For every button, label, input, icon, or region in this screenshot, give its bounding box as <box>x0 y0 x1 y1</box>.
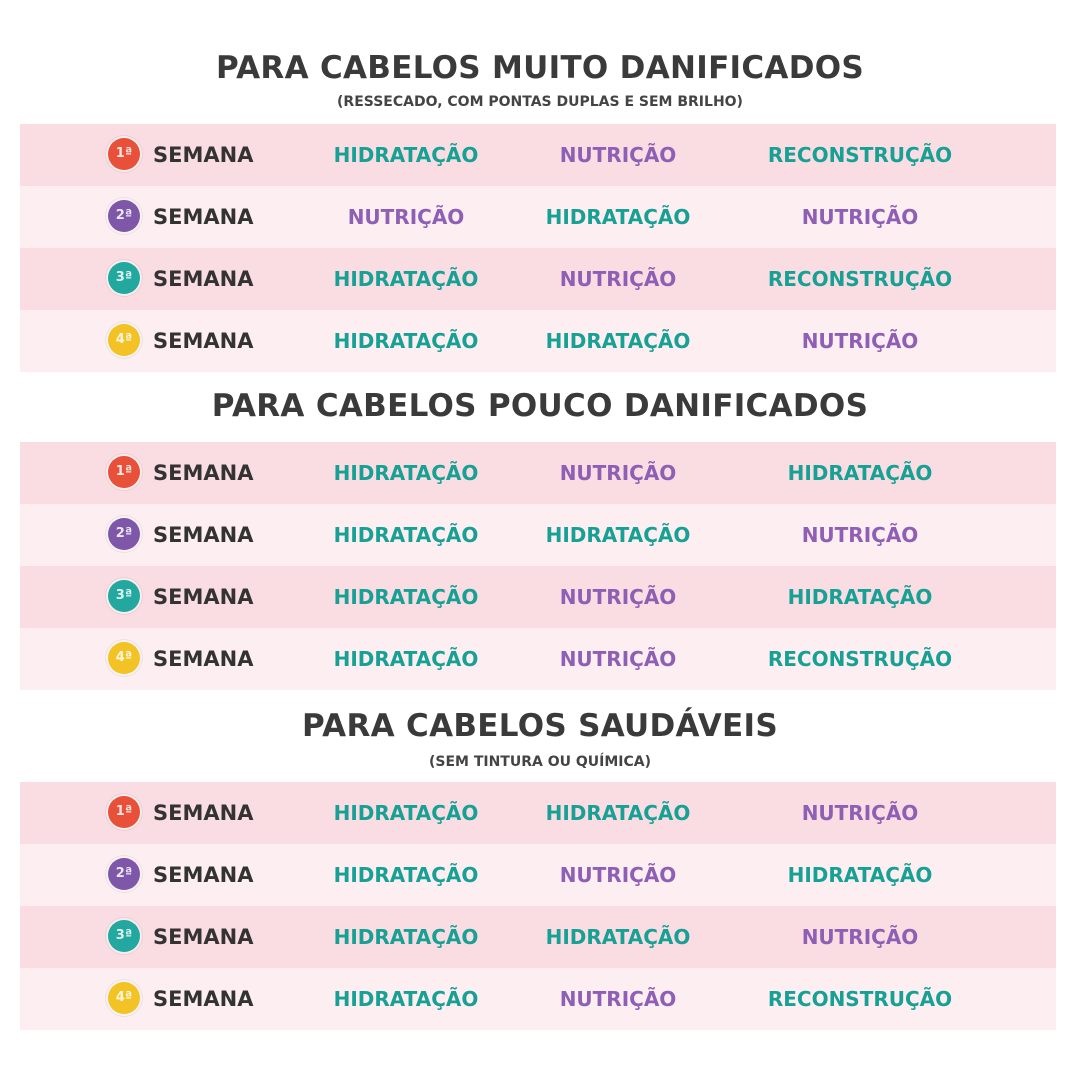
treatment-cell: HIDRATAÇÃO <box>333 143 479 167</box>
week-label: SEMANA <box>153 523 254 547</box>
week-label: SEMANA <box>153 801 254 825</box>
week-number-badge: 3ª <box>108 262 140 294</box>
treatment-cell: RECONSTRUÇÃO <box>767 647 953 671</box>
week-number-badge: 1ª <box>108 456 140 488</box>
treatment-cell: NUTRIÇÃO <box>801 205 919 229</box>
treatment-cell: HIDRATAÇÃO <box>545 801 691 825</box>
week-label: SEMANA <box>153 267 254 291</box>
week-label: SEMANA <box>153 143 254 167</box>
treatment-cell: RECONSTRUÇÃO <box>767 143 953 167</box>
week-label: SEMANA <box>153 585 254 609</box>
table-row: 4ª SEMANA HIDRATAÇÃO NUTRIÇÃO RECONSTRUÇ… <box>20 628 1056 690</box>
treatment-cell: NUTRIÇÃO <box>559 143 677 167</box>
treatment-cell: HIDRATAÇÃO <box>545 523 691 547</box>
treatment-cell: NUTRIÇÃO <box>559 863 677 887</box>
table-row: 2ª SEMANA NUTRIÇÃO HIDRATAÇÃO NUTRIÇÃO <box>20 186 1056 248</box>
treatment-cell: NUTRIÇÃO <box>801 801 919 825</box>
table-row: 1ª SEMANA HIDRATAÇÃO NUTRIÇÃO HIDRATAÇÃO <box>20 442 1056 504</box>
treatment-cell: HIDRATAÇÃO <box>333 863 479 887</box>
treatment-cell: HIDRATAÇÃO <box>333 461 479 485</box>
week-number-badge: 3ª <box>108 920 140 952</box>
week-number-badge: 4ª <box>108 982 140 1014</box>
treatment-cell: HIDRATAÇÃO <box>333 267 479 291</box>
schedule-table: 1ª SEMANA HIDRATAÇÃO NUTRIÇÃO HIDRATAÇÃO… <box>20 442 1056 690</box>
treatment-cell: RECONSTRUÇÃO <box>767 267 953 291</box>
treatment-cell: HIDRATAÇÃO <box>545 925 691 949</box>
treatment-cell: NUTRIÇÃO <box>801 925 919 949</box>
table-row: 4ª SEMANA HIDRATAÇÃO NUTRIÇÃO RECONSTRUÇ… <box>20 968 1056 1030</box>
week-number-badge: 2ª <box>108 518 140 550</box>
treatment-cell: RECONSTRUÇÃO <box>767 987 953 1011</box>
treatment-cell: HIDRATAÇÃO <box>333 987 479 1011</box>
treatment-cell: HIDRATAÇÃO <box>545 329 691 353</box>
week-number-badge: 4ª <box>108 324 140 356</box>
week-label: SEMANA <box>153 863 254 887</box>
week-number-badge: 2ª <box>108 200 140 232</box>
treatment-cell: NUTRIÇÃO <box>559 461 677 485</box>
table-row: 4ª SEMANA HIDRATAÇÃO HIDRATAÇÃO NUTRIÇÃO <box>20 310 1056 372</box>
table-row: 3ª SEMANA HIDRATAÇÃO NUTRIÇÃO HIDRATAÇÃO <box>20 566 1056 628</box>
treatment-cell: NUTRIÇÃO <box>801 523 919 547</box>
week-label: SEMANA <box>153 647 254 671</box>
treatment-cell: NUTRIÇÃO <box>559 647 677 671</box>
schedule-table: 1ª SEMANA HIDRATAÇÃO HIDRATAÇÃO NUTRIÇÃO… <box>20 782 1056 1030</box>
week-label: SEMANA <box>153 461 254 485</box>
table-row: 1ª SEMANA HIDRATAÇÃO NUTRIÇÃO RECONSTRUÇ… <box>20 124 1056 186</box>
week-label: SEMANA <box>153 987 254 1011</box>
treatment-cell: NUTRIÇÃO <box>347 205 465 229</box>
table-row: 3ª SEMANA HIDRATAÇÃO HIDRATAÇÃO NUTRIÇÃO <box>20 906 1056 968</box>
treatment-cell: HIDRATAÇÃO <box>333 647 479 671</box>
week-number-badge: 2ª <box>108 858 140 890</box>
section-title: PARA CABELOS POUCO DANIFICADOS <box>211 388 869 424</box>
table-row: 2ª SEMANA HIDRATAÇÃO NUTRIÇÃO HIDRATAÇÃO <box>20 844 1056 906</box>
treatment-cell: HIDRATAÇÃO <box>333 925 479 949</box>
week-label: SEMANA <box>153 329 254 353</box>
table-row: 1ª SEMANA HIDRATAÇÃO HIDRATAÇÃO NUTRIÇÃO <box>20 782 1056 844</box>
table-row: 3ª SEMANA HIDRATAÇÃO NUTRIÇÃO RECONSTRUÇ… <box>20 248 1056 310</box>
section-title: PARA CABELOS MUITO DANIFICADOS <box>215 50 865 86</box>
week-label: SEMANA <box>153 205 254 229</box>
week-number-badge: 3ª <box>108 580 140 612</box>
treatment-cell: HIDRATAÇÃO <box>545 205 691 229</box>
week-label: SEMANA <box>153 925 254 949</box>
week-number-badge: 1ª <box>108 138 140 170</box>
treatment-cell: NUTRIÇÃO <box>801 329 919 353</box>
treatment-cell: HIDRATAÇÃO <box>787 461 933 485</box>
treatment-cell: HIDRATAÇÃO <box>787 863 933 887</box>
treatment-cell: NUTRIÇÃO <box>559 585 677 609</box>
section-subtitle: (RESSECADO, COM PONTAS DUPLAS E SEM BRIL… <box>337 94 743 110</box>
treatment-cell: HIDRATAÇÃO <box>333 329 479 353</box>
table-row: 2ª SEMANA HIDRATAÇÃO HIDRATAÇÃO NUTRIÇÃO <box>20 504 1056 566</box>
week-number-badge: 4ª <box>108 642 140 674</box>
section-title: PARA CABELOS SAUDÁVEIS <box>302 708 778 744</box>
treatment-cell: NUTRIÇÃO <box>559 267 677 291</box>
treatment-cell: HIDRATAÇÃO <box>333 801 479 825</box>
section-subtitle: (SEM TINTURA OU QUÍMICA) <box>428 754 651 770</box>
week-number-badge: 1ª <box>108 796 140 828</box>
treatment-cell: HIDRATAÇÃO <box>333 585 479 609</box>
treatment-cell: HIDRATAÇÃO <box>787 585 933 609</box>
treatment-cell: HIDRATAÇÃO <box>333 523 479 547</box>
schedule-table: 1ª SEMANA HIDRATAÇÃO NUTRIÇÃO RECONSTRUÇ… <box>20 124 1056 372</box>
treatment-cell: NUTRIÇÃO <box>559 987 677 1011</box>
